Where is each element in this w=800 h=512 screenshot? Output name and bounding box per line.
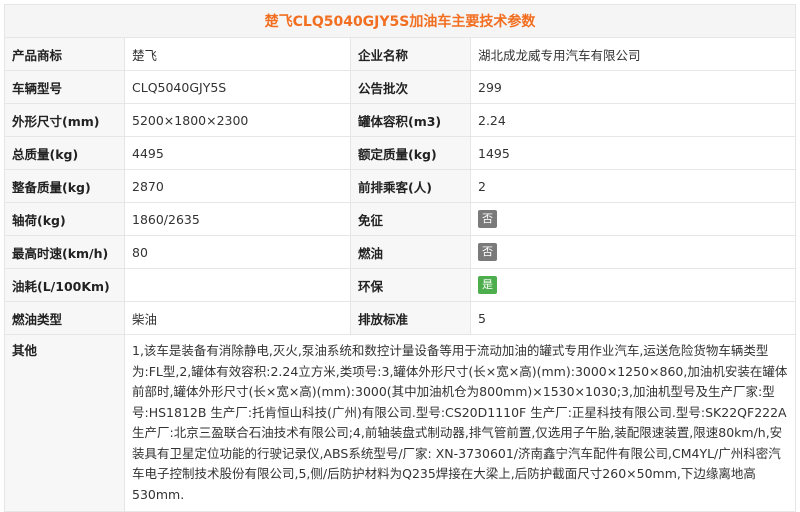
- status-badge: 是: [478, 276, 497, 294]
- value-cell: 2.24: [470, 103, 796, 137]
- label-cell: 总质量(kg): [4, 136, 125, 170]
- value-cell: 5200×1800×2300: [124, 103, 351, 137]
- label-cell: 车辆型号: [4, 70, 125, 104]
- label-cell: 企业名称: [350, 37, 471, 71]
- label-cell: 免征: [350, 202, 471, 236]
- value-cell: 1495: [470, 136, 796, 170]
- label-cell: 额定质量(kg): [350, 136, 471, 170]
- table-row: 总质量(kg) 4495 额定质量(kg) 1495: [4, 136, 796, 170]
- label-cell: 前排乘客(人): [350, 169, 471, 203]
- status-badge: 否: [478, 243, 497, 261]
- label-cell: 其他: [4, 334, 125, 512]
- value-cell: 2870: [124, 169, 351, 203]
- table-row: 燃油类型 柴油 排放标准 5: [4, 301, 796, 335]
- value-cell: 是: [470, 268, 796, 302]
- value-cell: 2: [470, 169, 796, 203]
- label-cell: 公告批次: [350, 70, 471, 104]
- value-cell: 4495: [124, 136, 351, 170]
- status-badge: 否: [478, 210, 497, 228]
- label-cell: 轴荷(kg): [4, 202, 125, 236]
- table-row: 最高时速(km/h) 80 燃油否: [4, 235, 796, 269]
- table-row-other: 其他 1,该车是装备有消除静电,灭火,泵油系统和数控计量设备等用于流动加油的罐式专…: [4, 334, 796, 512]
- value-cell: 湖北成龙威专用汽车有限公司: [470, 37, 796, 71]
- label-cell: 燃油: [350, 235, 471, 269]
- label-cell: 环保: [350, 268, 471, 302]
- value-cell: 299: [470, 70, 796, 104]
- label-cell: 最高时速(km/h): [4, 235, 125, 269]
- value-cell: 否: [470, 235, 796, 269]
- spec-table: 楚飞CLQ5040GJY5S加油车主要技术参数 产品商标 楚飞 企业名称 湖北成龙威专…: [4, 4, 796, 512]
- value-cell: [124, 268, 351, 302]
- table-row: 产品商标 楚飞 企业名称 湖北成龙威专用汽车有限公司: [4, 37, 796, 71]
- value-cell: 80: [124, 235, 351, 269]
- other-text: 1,该车是装备有消除静电,灭火,泵油系统和数控计量设备等用于流动加油的罐式专用作…: [124, 334, 796, 512]
- table-row: 外形尺寸(mm) 5200×1800×2300 罐体容积(m3) 2.24: [4, 103, 796, 137]
- table-row: 车辆型号 CLQ5040GJY5S 公告批次 299: [4, 70, 796, 104]
- value-cell: 柴油: [124, 301, 351, 335]
- label-cell: 排放标准: [350, 301, 471, 335]
- label-cell: 油耗(L/100Km): [4, 268, 125, 302]
- value-cell: 1860/2635: [124, 202, 351, 236]
- label-cell: 整备质量(kg): [4, 169, 125, 203]
- label-cell: 燃油类型: [4, 301, 125, 335]
- label-cell: 罐体容积(m3): [350, 103, 471, 137]
- label-cell: 产品商标: [4, 37, 125, 71]
- label-cell: 外形尺寸(mm): [4, 103, 125, 137]
- value-cell: CLQ5040GJY5S: [124, 70, 351, 104]
- table-row: 油耗(L/100Km) 环保是: [4, 268, 796, 302]
- value-cell: 5: [470, 301, 796, 335]
- table-row: 整备质量(kg) 2870 前排乘客(人) 2: [4, 169, 796, 203]
- value-cell: 楚飞: [124, 37, 351, 71]
- table-title: 楚飞CLQ5040GJY5S加油车主要技术参数: [4, 4, 796, 38]
- value-cell: 否: [470, 202, 796, 236]
- table-row: 轴荷(kg) 1860/2635 免征否: [4, 202, 796, 236]
